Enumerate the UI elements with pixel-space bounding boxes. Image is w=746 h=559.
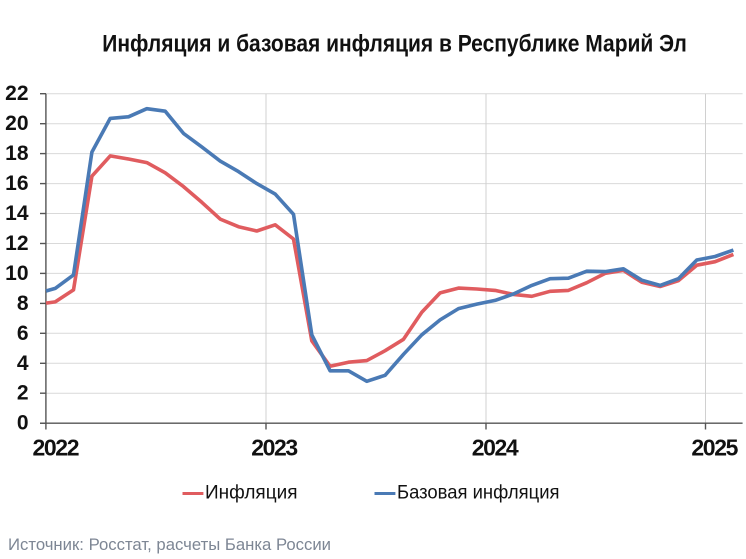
svg-text:Инфляция: Инфляция [205, 483, 298, 504]
svg-text:6: 6 [17, 322, 29, 345]
svg-text:Базовая инфляция: Базовая инфляция [397, 483, 560, 504]
svg-text:0: 0 [17, 412, 29, 435]
svg-text:16: 16 [5, 172, 28, 195]
svg-text:4: 4 [17, 352, 29, 375]
svg-text:20: 20 [5, 112, 28, 135]
svg-text:14: 14 [5, 202, 29, 225]
svg-text:2: 2 [17, 382, 29, 405]
svg-text:2023: 2023 [251, 435, 298, 461]
svg-text:18: 18 [5, 142, 29, 165]
svg-text:Инфляция и базовая инфляция в: Инфляция и базовая инфляция в Республике… [102, 31, 687, 58]
svg-text:8: 8 [17, 292, 29, 315]
svg-text:22: 22 [5, 82, 28, 105]
svg-text:10: 10 [5, 262, 28, 285]
svg-text:Источник: Росстат, расчеты Бан: Источник: Росстат, расчеты Банка России [8, 535, 331, 554]
svg-text:12: 12 [5, 232, 28, 255]
svg-text:2025: 2025 [691, 435, 738, 461]
svg-text:2022: 2022 [33, 435, 80, 461]
svg-text:2024: 2024 [472, 435, 519, 461]
